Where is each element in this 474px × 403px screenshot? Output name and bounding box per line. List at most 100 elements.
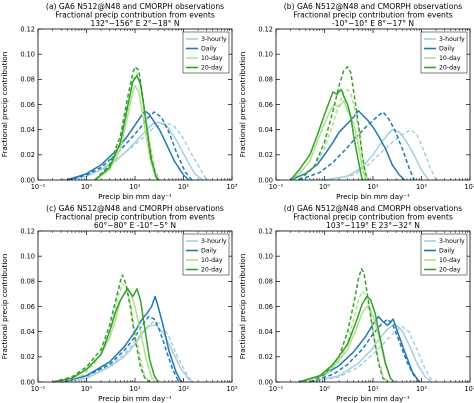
y-tick-label: 0.10 — [20, 50, 35, 58]
series-line-3-hourly-solid — [60, 324, 194, 383]
series-line-3-hourly-solid — [309, 323, 432, 383]
x-tick-label: 10⁰ — [81, 385, 92, 393]
y-tick-label: 0.08 — [20, 76, 35, 84]
x-axis-label: Precip bin mm day⁻¹ — [98, 394, 172, 403]
series-line-20-day-dashed — [94, 66, 159, 181]
x-tick-label: 10² — [416, 183, 427, 191]
x-tick-label: 10² — [178, 183, 189, 191]
series-line-20-day-dashed — [52, 274, 151, 383]
legend-label: 20-day — [439, 65, 461, 72]
y-tick-label: 0.06 — [258, 101, 273, 109]
legend: 3-hourly Daily 10-day 20-day — [420, 233, 468, 276]
y-tick-label: 0.12 — [258, 227, 273, 235]
x-axis-label: Precip bin mm day⁻¹ — [336, 192, 410, 201]
y-axis-label: Fractional precip contribution — [238, 52, 247, 158]
y-tick-label: 0.02 — [258, 353, 273, 361]
series-line-daily-solid — [298, 315, 420, 383]
legend-label: 20-day — [201, 267, 223, 274]
x-tick-label: 10² — [416, 385, 427, 393]
legend-label: 20-day — [201, 65, 223, 72]
x-axis-label: Precip bin mm day⁻¹ — [336, 394, 410, 403]
legend: 3-hourly Daily 10-day 20-day — [420, 31, 468, 74]
y-tick-label: 0.04 — [20, 328, 35, 336]
legend-label: 3-hourly — [201, 36, 227, 43]
legend-label: Daily — [201, 248, 217, 255]
legend: 3-hourly Daily 10-day 20-day — [182, 233, 230, 276]
panel-title-line: (c) GA6 N512@N48 and CMORPH observations — [46, 204, 224, 213]
y-axis-label: Fractional precip contribution — [0, 52, 9, 158]
y-tick-label: 0.00 — [20, 176, 35, 184]
y-tick-label: 0.12 — [20, 227, 35, 235]
series-line-20-day-dashed — [309, 268, 389, 383]
y-tick-label: 0.04 — [258, 126, 273, 134]
panel-title-line: Fractional precip contribution from even… — [55, 213, 215, 222]
y-tick-label: 0.06 — [258, 303, 273, 311]
panel-title-line: 103°−119° E 23°−32° N — [326, 221, 420, 230]
y-tick-label: 0.10 — [258, 50, 273, 58]
series-line-daily-solid — [60, 295, 182, 383]
legend-label: 10-day — [439, 257, 461, 264]
x-tick-label: 10¹ — [129, 385, 140, 393]
y-tick-label: 0.02 — [258, 151, 273, 159]
y-axis-label: Fractional precip contribution — [0, 254, 9, 360]
panel-title-line: (a) GA6 N512@N48 and CMORPH observations — [46, 2, 224, 11]
panel-title-line: -10°−10° E 8°−17° N — [332, 19, 414, 28]
x-axis-label: Precip bin mm day⁻¹ — [98, 192, 172, 201]
series-line-3-hourly-dashed — [60, 122, 208, 181]
y-tick-label: 0.06 — [20, 303, 35, 311]
legend-label: 20-day — [439, 267, 461, 274]
x-tick-label: 10⁰ — [319, 183, 330, 191]
x-tick-label: 10³ — [464, 385, 474, 393]
y-tick-label: 0.08 — [20, 278, 35, 286]
series-line-10-day-solid — [290, 99, 367, 181]
x-tick-label: 10³ — [226, 183, 237, 191]
x-tick-label: 10¹ — [129, 183, 140, 191]
y-tick-label: 0.12 — [258, 25, 273, 33]
series-line-daily-dashed — [309, 318, 420, 383]
legend-label: 10-day — [201, 55, 223, 62]
series-line-3-hourly-dashed — [324, 128, 437, 181]
panel-d: (d) GA6 N512@N48 and CMORPH observations… — [238, 204, 474, 403]
legend-label: Daily — [201, 46, 217, 53]
series-line-daily-solid — [66, 110, 190, 181]
x-tick-label: 10³ — [226, 385, 237, 393]
series-line-daily-dashed — [67, 111, 193, 181]
series-line-daily-solid — [290, 110, 406, 181]
x-tick-label: 10⁻¹ — [31, 183, 46, 191]
series-line-10-day-solid — [52, 286, 156, 383]
panel-c: (c) GA6 N512@N48 and CMORPH observations… — [0, 204, 238, 403]
series-line-3-hourly-dashed — [60, 320, 193, 383]
x-tick-label: 10⁻¹ — [31, 385, 46, 393]
y-tick-label: 0.02 — [20, 353, 35, 361]
panel-title-line: Fractional precip contribution from even… — [55, 11, 215, 20]
y-tick-label: 0.00 — [20, 378, 35, 386]
panel-title-line: Fractional precip contribution from even… — [293, 11, 453, 20]
series-line-10-day-dashed — [60, 283, 151, 383]
series-line-20-day-solid — [298, 295, 395, 383]
legend-label: 10-day — [201, 257, 223, 264]
y-tick-label: 0.08 — [258, 278, 273, 286]
series-line-20-day-solid — [290, 88, 363, 181]
x-tick-label: 10⁰ — [81, 183, 92, 191]
panel-a: (a) GA6 N512@N48 and CMORPH observations… — [0, 2, 238, 201]
y-tick-label: 0.12 — [20, 25, 35, 33]
y-tick-label: 0.00 — [258, 176, 273, 184]
series-line-daily-dashed — [298, 111, 415, 181]
series-line-10-day-dashed — [309, 290, 389, 383]
series-line-3-hourly-dashed — [309, 325, 434, 383]
panel-title-line: (b) GA6 N512@N48 and CMORPH observations — [284, 2, 462, 11]
legend-label: 3-hourly — [201, 238, 227, 245]
y-tick-label: 0.00 — [258, 378, 273, 386]
y-axis-label: Fractional precip contribution — [238, 254, 247, 360]
series-line-10-day-dashed — [298, 88, 369, 181]
x-tick-label: 10³ — [464, 183, 474, 191]
series-line-10-day-solid — [94, 84, 159, 181]
y-tick-label: 0.04 — [20, 126, 35, 134]
y-tick-label: 0.04 — [258, 328, 273, 336]
legend: 3-hourly Daily 10-day 20-day — [182, 31, 230, 74]
panel-b: (b) GA6 N512@N48 and CMORPH observations… — [238, 2, 474, 201]
y-tick-label: 0.02 — [20, 151, 35, 159]
x-tick-label: 10⁻¹ — [269, 385, 284, 393]
y-tick-label: 0.06 — [20, 101, 35, 109]
